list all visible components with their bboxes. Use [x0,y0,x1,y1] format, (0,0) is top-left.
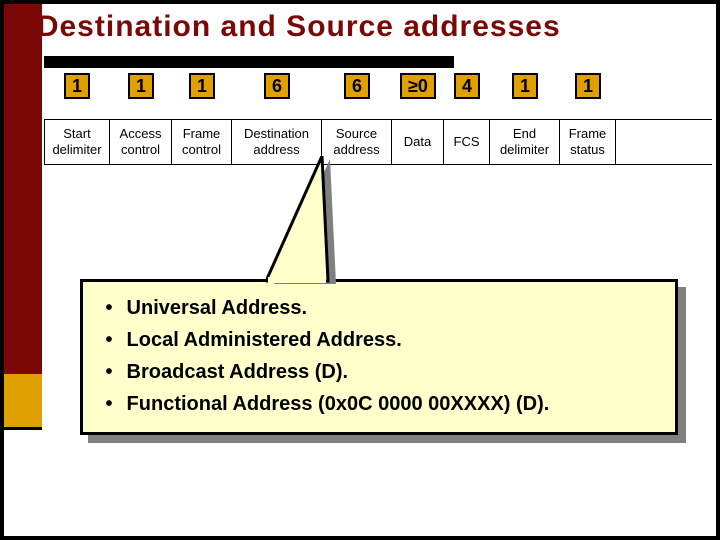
frame-label-bottom: delimiter [492,142,557,158]
frame-bytes-value: 1 [64,73,90,99]
frame-label-bottom: status [562,142,613,158]
frame-label-top: FCS [446,134,487,150]
callout-pointer [266,156,356,286]
frame-label-top: Access [112,126,169,142]
frame-bytes-value: 1 [512,73,538,99]
frame-bytes-cell: ≥0 [392,73,444,101]
slide-title: }Destination and Source addresses [24,10,561,44]
frame-label-cell: Accesscontrol [110,120,172,164]
frame-label-bottom: control [174,142,229,158]
frame-label-cell: Enddelimiter [490,120,560,164]
frame-bytes-cell: 6 [232,73,322,101]
callout-box: • Universal Address.• Local Administered… [80,279,678,435]
frame-label-top: Data [394,134,441,150]
callout-list: • Universal Address.• Local Administered… [97,292,661,420]
callout-item: • Local Administered Address. [97,324,661,356]
frame-label-cell: FCS [444,120,490,164]
frame-label-top: Source [324,126,389,142]
bullet-icon: • [97,324,121,356]
frame-bytes-value: 1 [189,73,215,99]
sidebar-gold-band [4,374,42,430]
frame-bytes-cell: 1 [44,73,110,101]
frame-bytes-value: 1 [128,73,154,99]
frame-label-cell: Data [392,120,444,164]
callout-item: • Functional Address (0x0C 0000 00XXXX) … [97,388,661,420]
frame-bytes-row: 1 1 1 6 6 ≥0 4 1 1 [44,73,712,101]
frame-label-top: Destination [234,126,319,142]
frame-bytes-cell: 1 [560,73,616,101]
callout-item-text: Broadcast Address (D). [121,361,348,383]
frame-label-top: Frame [174,126,229,142]
title-text: Destination and Source addresses [37,10,561,43]
frame-label-top: Frame [562,126,613,142]
frame-label-cell: Framestatus [560,120,616,164]
frame-bytes-cell: 1 [490,73,560,101]
frame-label-top: Start [47,126,107,142]
callout-item: • Universal Address. [97,292,661,324]
callout-item-text: Functional Address (0x0C 0000 00XXXX) (D… [121,393,549,415]
frame-bytes-value: 6 [344,73,370,99]
callout-item-text: Local Administered Address. [121,329,402,351]
bullet-icon: • [97,292,121,324]
frame-bytes-cell: 1 [110,73,172,101]
frame-bytes-value: 6 [264,73,290,99]
frame-bytes-value: ≥0 [400,73,436,99]
frame-label-top: End [492,126,557,142]
frame-bytes-cell: 1 [172,73,232,101]
frame-format-table: 11166≥0411 StartdelimiterAccesscontrolFr… [44,73,712,165]
frame-label-bottom: delimiter [47,142,107,158]
frame-labels-row: StartdelimiterAccesscontrolFramecontrolD… [44,119,712,165]
frame-bytes-value: 4 [454,73,480,99]
bullet-icon: • [97,388,121,420]
title-underline [44,56,454,68]
bullet-icon: • [97,356,121,388]
sidebar-label: The Saigon CTT [8,0,24,74]
frame-bytes-cell: 6 [322,73,392,101]
frame-label-cell: Startdelimiter [44,120,110,164]
frame-bytes-cell: 4 [444,73,490,101]
slide: The Saigon CTT }Destination and Source a… [0,0,720,540]
callout-item-text: Universal Address. [121,297,307,319]
frame-label-cell: Framecontrol [172,120,232,164]
callout-item: • Broadcast Address (D). [97,356,661,388]
frame-label-bottom: control [112,142,169,158]
frame-bytes-value: 1 [575,73,601,99]
